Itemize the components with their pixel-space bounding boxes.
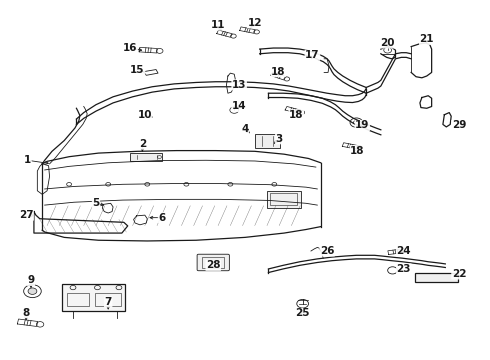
Bar <box>267 191 301 208</box>
Text: 24: 24 <box>396 246 411 256</box>
Text: 7: 7 <box>104 297 112 307</box>
Bar <box>130 153 162 161</box>
Text: 19: 19 <box>355 121 369 130</box>
Circle shape <box>350 118 363 127</box>
Circle shape <box>272 183 277 186</box>
Text: 5: 5 <box>92 198 99 208</box>
FancyBboxPatch shape <box>197 254 229 271</box>
Circle shape <box>106 183 111 186</box>
Circle shape <box>145 183 150 186</box>
Text: 15: 15 <box>130 64 145 75</box>
Bar <box>202 257 224 267</box>
Text: 21: 21 <box>419 35 434 44</box>
Circle shape <box>299 111 305 114</box>
Bar <box>95 293 122 306</box>
Text: 18: 18 <box>289 110 303 120</box>
Bar <box>255 134 280 148</box>
Circle shape <box>297 300 309 308</box>
Text: 6: 6 <box>158 213 166 222</box>
Circle shape <box>356 146 362 150</box>
Bar <box>62 284 125 311</box>
Text: 2: 2 <box>139 139 146 149</box>
Text: 12: 12 <box>247 18 262 28</box>
Bar <box>270 193 297 206</box>
Circle shape <box>231 34 236 38</box>
Text: 16: 16 <box>123 43 137 53</box>
Circle shape <box>36 321 44 327</box>
Circle shape <box>384 47 392 53</box>
Bar <box>415 273 458 282</box>
Text: 29: 29 <box>452 121 466 130</box>
Circle shape <box>388 267 397 274</box>
Text: 11: 11 <box>211 20 225 30</box>
Text: 4: 4 <box>241 124 249 134</box>
Text: 10: 10 <box>138 110 152 120</box>
Text: 13: 13 <box>232 80 246 90</box>
Text: 22: 22 <box>452 269 466 279</box>
Text: 17: 17 <box>305 50 320 60</box>
Text: 27: 27 <box>19 210 33 220</box>
Text: 1: 1 <box>24 155 31 165</box>
Text: 23: 23 <box>396 264 411 274</box>
Circle shape <box>67 183 72 186</box>
Text: 8: 8 <box>23 308 30 318</box>
Text: 3: 3 <box>275 134 283 144</box>
Circle shape <box>24 285 41 298</box>
Text: 26: 26 <box>320 246 334 256</box>
Circle shape <box>254 30 259 34</box>
Text: 18: 18 <box>271 67 286 77</box>
Text: 18: 18 <box>350 145 365 156</box>
Text: 20: 20 <box>380 38 395 48</box>
Text: 28: 28 <box>206 260 220 270</box>
Circle shape <box>402 248 408 253</box>
Text: 9: 9 <box>27 275 35 285</box>
Circle shape <box>184 183 189 186</box>
Circle shape <box>230 107 239 113</box>
Circle shape <box>284 77 290 81</box>
Text: 25: 25 <box>295 309 310 318</box>
Text: 14: 14 <box>232 102 246 112</box>
Bar <box>67 293 89 306</box>
Circle shape <box>28 288 37 294</box>
Circle shape <box>228 183 233 186</box>
Circle shape <box>156 49 163 53</box>
